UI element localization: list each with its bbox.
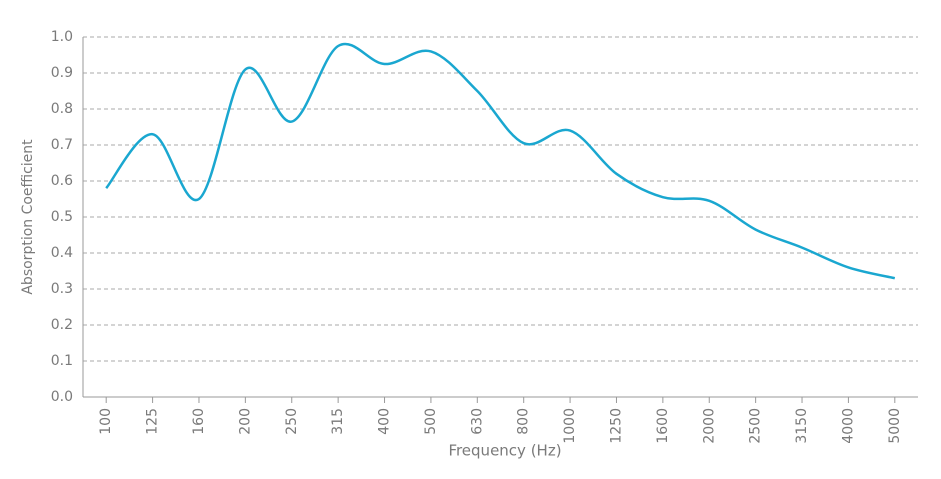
x-tick-label: 2500 bbox=[748, 408, 764, 444]
x-tick-label: 1600 bbox=[655, 408, 671, 444]
x-tick-label: 100 bbox=[98, 408, 114, 435]
y-axis-title: Absorption Coefficient bbox=[20, 139, 36, 295]
x-tick-label: 160 bbox=[191, 408, 207, 435]
y-tick-label: 0.5 bbox=[51, 209, 73, 225]
x-tick-label: 315 bbox=[330, 408, 346, 435]
y-tick-label: 0.8 bbox=[51, 101, 73, 117]
x-axis-title: Frequency (Hz) bbox=[448, 442, 561, 460]
y-tick-label: 0.0 bbox=[51, 389, 73, 405]
x-tick-label: 4000 bbox=[840, 408, 856, 444]
x-tick-label: 3150 bbox=[794, 408, 810, 444]
x-tick-label: 250 bbox=[284, 408, 300, 435]
x-tick-label: 500 bbox=[423, 408, 439, 435]
y-tick-label: 0.9 bbox=[51, 65, 73, 81]
x-tick-label: 5000 bbox=[887, 408, 903, 444]
y-tick-label: 1.0 bbox=[51, 29, 73, 45]
x-tick-label: 630 bbox=[469, 408, 485, 435]
y-tick-label: 0.2 bbox=[51, 317, 73, 333]
x-tick-label: 125 bbox=[145, 408, 161, 435]
x-tick-label: 800 bbox=[516, 408, 532, 435]
x-tick-label: 200 bbox=[237, 408, 253, 435]
data-line bbox=[105, 42, 896, 280]
y-tick-label: 0.4 bbox=[51, 245, 73, 261]
y-tick-label: 0.1 bbox=[51, 353, 73, 369]
x-tick-label: 1250 bbox=[608, 408, 624, 444]
y-tick-label: 0.7 bbox=[51, 137, 73, 153]
y-tick-label: 0.3 bbox=[51, 281, 73, 297]
x-tick-label: 400 bbox=[377, 408, 393, 435]
x-tick-label: 2000 bbox=[701, 408, 717, 444]
x-tick-label: 1000 bbox=[562, 408, 578, 444]
y-tick-label: 0.6 bbox=[51, 173, 73, 189]
